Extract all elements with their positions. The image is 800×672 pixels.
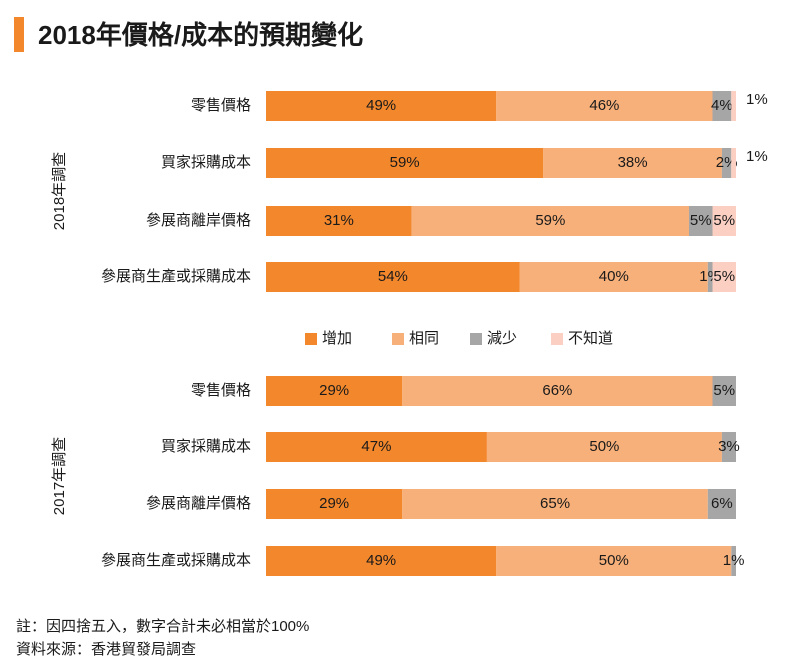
legend-swatch — [305, 333, 317, 345]
chart-title: 2018年價格/成本的預期變化 — [38, 20, 364, 50]
category-label: 參展商生產或採購成本 — [101, 268, 251, 285]
data-label: 4% — [711, 97, 733, 114]
footnote: 註：因四捨五入，數字合計未必相當於100% — [16, 618, 310, 635]
bar-segment — [543, 148, 722, 178]
legend-swatch — [392, 333, 404, 345]
bar-segment — [707, 262, 713, 292]
bar-segment — [411, 206, 689, 236]
legend-swatch — [551, 333, 563, 345]
data-label: 1% — [746, 91, 768, 108]
data-label: 5% — [690, 212, 712, 229]
bar-segment — [731, 546, 736, 576]
legend-label: 減少 — [487, 330, 517, 347]
group-label: 2017年調查 — [51, 437, 68, 515]
bar-segment — [712, 376, 736, 406]
category-label: 參展商離岸價格 — [146, 211, 251, 229]
legend-swatch — [470, 333, 482, 345]
bar-segment — [266, 262, 520, 292]
bar-segment — [689, 206, 713, 236]
bar-segment — [731, 148, 736, 178]
data-label: 38% — [618, 154, 648, 171]
data-label: 59% — [390, 154, 420, 171]
data-label: 1% — [746, 148, 768, 165]
data-label: 47% — [361, 438, 391, 455]
data-label: 31% — [324, 212, 354, 229]
bar-segment — [721, 432, 736, 462]
data-label: 66% — [542, 382, 572, 399]
source-note: 資料來源：香港貿發局調查 — [16, 641, 197, 658]
bar-segment — [712, 91, 732, 121]
data-label: 65% — [540, 495, 570, 512]
bar-segment — [519, 262, 708, 292]
data-label: 1% — [723, 552, 745, 569]
bar-segment — [266, 489, 403, 519]
data-label: 3% — [718, 438, 740, 455]
bar-segment — [266, 206, 412, 236]
bar-segment — [731, 91, 736, 121]
bar-segment — [496, 546, 732, 576]
bar-segment — [402, 376, 713, 406]
category-label: 零售價格 — [191, 97, 251, 114]
category-label: 參展商生產或採購成本 — [101, 552, 251, 569]
bar-segment — [712, 262, 736, 292]
legend-label: 相同 — [409, 330, 439, 347]
bar-segment — [712, 206, 736, 236]
data-label: 59% — [535, 212, 565, 229]
data-label: 50% — [599, 552, 629, 569]
data-label: 49% — [366, 552, 396, 569]
legend-label: 增加 — [322, 330, 352, 347]
data-label: 6% — [711, 495, 733, 512]
bar-segment — [266, 376, 403, 406]
bar-segment — [707, 489, 736, 519]
data-label: 5% — [713, 212, 735, 229]
bar-segment — [266, 148, 544, 178]
data-label: 54% — [378, 268, 408, 285]
data-label: 50% — [589, 438, 619, 455]
bar-segment — [266, 546, 497, 576]
legend-label: 不知道 — [568, 330, 613, 347]
data-label: 49% — [366, 97, 396, 114]
bar-segment — [266, 91, 497, 121]
title-accent-bar — [14, 17, 24, 52]
data-label: 29% — [319, 495, 349, 512]
bar-segment — [496, 91, 713, 121]
data-label: 5% — [713, 382, 735, 399]
category-label: 零售價格 — [191, 382, 251, 399]
bar-segment — [486, 432, 722, 462]
group-label: 2018年調查 — [51, 152, 68, 230]
data-label: 46% — [589, 97, 619, 114]
data-label: 40% — [599, 268, 629, 285]
bar-segment — [721, 148, 732, 178]
bar-segment — [266, 432, 487, 462]
category-label: 參展商離岸價格 — [146, 494, 251, 512]
data-label: 5% — [713, 268, 735, 285]
category-label: 買家採購成本 — [161, 154, 251, 171]
bar-segment — [402, 489, 708, 519]
data-label: 29% — [319, 382, 349, 399]
category-label: 買家採購成本 — [161, 438, 251, 455]
